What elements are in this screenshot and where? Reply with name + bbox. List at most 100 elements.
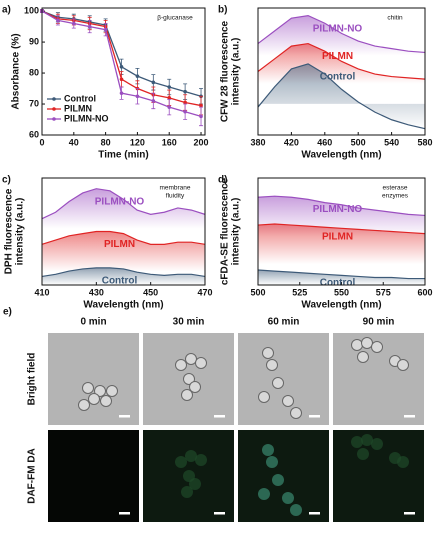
point [151,99,156,103]
row-label: Bright field [27,353,38,406]
x-tick-label: 450 [143,287,158,297]
cell [371,438,383,450]
x-tick-label: 80 [101,137,111,147]
series-line [257,42,426,80]
point [183,89,187,94]
point [87,24,92,29]
cell [357,448,369,460]
cell [272,377,284,389]
legend-marker [52,117,56,121]
scale-bar [119,512,130,515]
point [183,100,187,105]
cell [181,486,193,498]
column-header: 60 min [268,317,300,328]
plot-frame [257,7,426,136]
scale-bar [214,512,225,515]
point [119,65,124,69]
panel-label: b) [218,5,227,16]
series-line [257,269,425,280]
series-label: PILMN-NO [313,204,363,215]
y-tick-label: 60 [29,129,39,139]
cell [258,391,270,403]
series-line [257,223,426,235]
fluorescence-image [238,430,329,522]
point [167,85,172,89]
scale-bar [309,415,320,418]
area-fill [258,63,425,129]
legend-label: Control [64,93,96,103]
cell [290,407,302,419]
panel-label: d) [218,175,227,186]
scale-bar [404,512,415,515]
cell [371,341,383,353]
series-label: PILMN [104,239,135,250]
cell [361,337,373,349]
x-axis-label: Wavelength (nm) [301,150,381,161]
annotation: β-glucanase [157,15,193,22]
cell [175,456,187,468]
x-tick-label: 200 [194,137,209,147]
cell [94,385,106,397]
cell [189,381,201,393]
point [135,94,140,99]
x-axis-label: Wavelength (nm) [301,300,381,311]
series-label: PILMN-NO [313,23,363,34]
point [199,114,203,119]
x-tick-label: 470 [197,287,212,297]
cell [266,456,278,468]
annotation: fluidity [166,193,185,200]
annotation: chitin [387,15,403,22]
point [119,77,124,82]
point [167,96,172,100]
y-axis-label: intensity (a.u.) [231,38,242,106]
column-header: 30 min [173,317,205,328]
cell [351,436,363,448]
x-tick-label: 120 [130,137,145,147]
plot-frame [41,177,206,286]
series-label: PILMN-NO [95,196,145,207]
x-tick-label: 160 [162,137,177,147]
column-header: 0 min [80,317,106,328]
series-line [41,188,206,220]
y-axis-label: DPH fluorescence [4,188,15,274]
x-axis-label: Wavelength (nm) [83,300,163,311]
cell [106,385,118,397]
cell [266,359,278,371]
x-tick-label: 600 [417,287,432,297]
annotation: enzymes [382,193,409,200]
point [103,27,108,32]
legend-label: PILMN [64,103,92,113]
fluorescence-image [48,430,139,522]
y-tick-label: 70 [29,98,39,108]
series-label: Control [320,278,356,289]
cell [282,492,294,504]
brightfield-image [238,333,329,425]
legend-label: PILMN-NO [64,113,109,123]
point [135,74,140,78]
series-label: PILMN [322,232,353,243]
panel-label: c) [2,175,11,186]
cell [361,434,373,446]
annotation: esterase [383,185,408,192]
x-tick-label: 40 [69,137,79,147]
point [151,80,156,85]
scale-bar [404,415,415,418]
x-tick-label: 0 [39,137,44,147]
cell [351,339,363,351]
cell [290,504,302,516]
point [56,18,60,23]
cell [189,478,201,490]
cell [175,359,187,371]
y-axis-label: CFW 28 fluorescence [220,20,231,122]
x-tick-label: 540 [384,137,399,147]
annotation: membrane [159,185,190,192]
cell [397,456,409,468]
point [119,91,124,95]
scale-bar [309,512,320,515]
y-axis-label: intensity (a.u.) [231,198,242,266]
area-fill [258,224,425,265]
x-tick-label: 430 [89,287,104,297]
plot-frame [41,7,206,136]
area-fill [42,231,205,272]
